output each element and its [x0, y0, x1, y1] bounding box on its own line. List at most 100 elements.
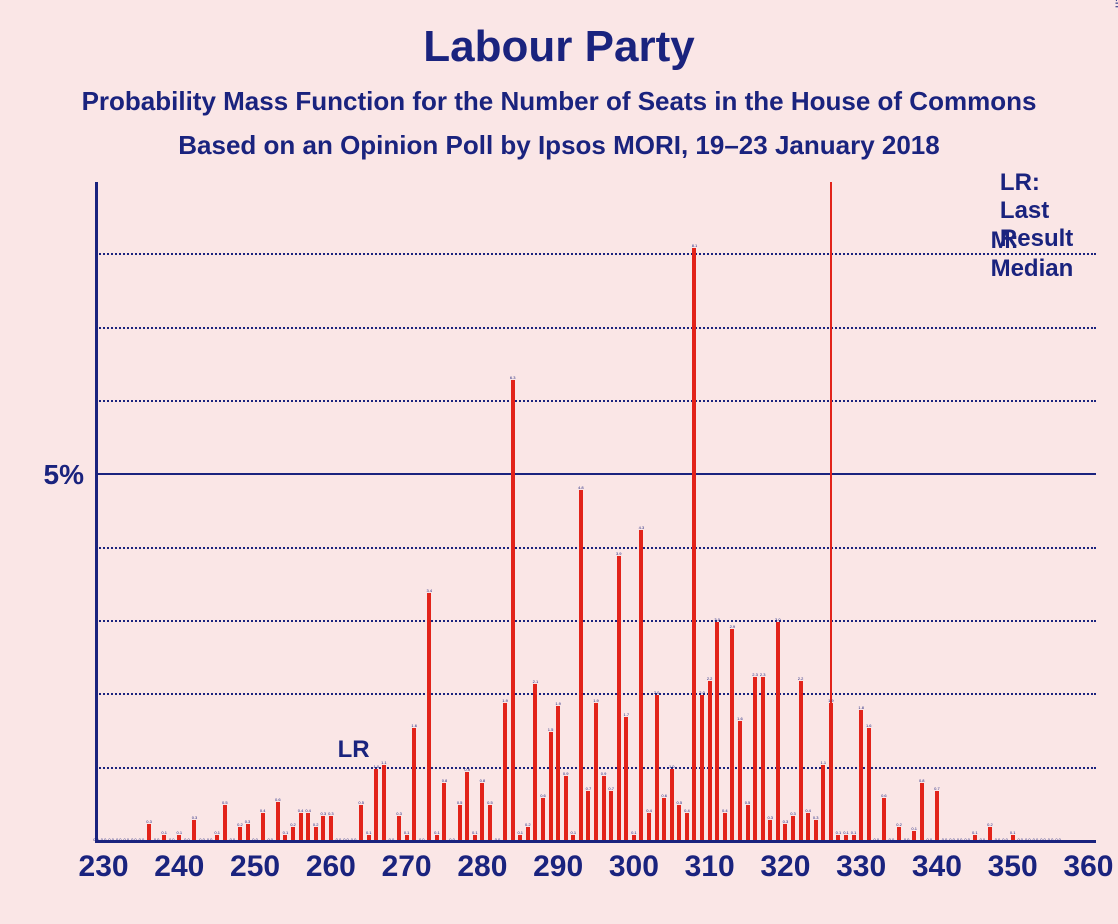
x-axis-label: 290 — [533, 850, 583, 884]
bar: 0.4 — [261, 813, 265, 842]
bar: 0.7 — [935, 791, 939, 842]
x-axis — [95, 840, 1096, 843]
bar-value: 1.9 — [828, 698, 834, 703]
bar: 1.9 — [594, 703, 598, 842]
bar-value: 2.3 — [752, 672, 758, 677]
bar-value: 1.0 — [669, 764, 675, 769]
bar-value: 3.0 — [775, 617, 781, 622]
bar: 0.9 — [564, 776, 568, 842]
bar-value: 3.0 — [714, 617, 720, 622]
bar-value: 0.8 — [480, 778, 486, 783]
bar-value: 0.4 — [298, 808, 304, 813]
bar-value: 2.2 — [707, 676, 713, 681]
bar-value: 0.2 — [313, 822, 319, 827]
x-axis-label: 330 — [836, 850, 886, 884]
bar-value: 0.4 — [305, 808, 311, 813]
bar-value: 0.5 — [358, 800, 364, 805]
bar-value: 0.3 — [813, 815, 819, 820]
bar-value: 1.9 — [502, 698, 508, 703]
bar: 2.2 — [799, 681, 803, 842]
bar: 2.2 — [708, 681, 712, 842]
bar: 0.6 — [662, 798, 666, 842]
y-axis — [95, 182, 98, 842]
x-axis-label: 340 — [912, 850, 962, 884]
bar-value: 0.3 — [192, 815, 198, 820]
bar: 0.4 — [685, 813, 689, 842]
x-axis-label: 350 — [988, 850, 1038, 884]
pmf-chart: 5%0.00.00.00.00.00.00.00.30.00.10.00.10.… — [96, 182, 1096, 842]
bar-value: 0.9 — [601, 771, 607, 776]
bar: 1.6 — [412, 728, 416, 842]
gridline — [96, 253, 1096, 255]
bar-value: 6.3 — [510, 375, 516, 380]
bar: 0.6 — [541, 798, 545, 842]
bar: 0.3 — [329, 816, 333, 842]
x-axis-label: 230 — [79, 850, 129, 884]
copyright: © 2018 Filip van Laenen — [1112, 0, 1118, 8]
bar: 4.8 — [579, 490, 583, 842]
bar-value: 0.1 — [366, 830, 372, 835]
bar-value: 0.1 — [851, 830, 857, 835]
bar: 1.6 — [867, 728, 871, 842]
bar-value: 0.1 — [972, 830, 978, 835]
bar: 0.3 — [768, 820, 772, 842]
bar-value: 0.8 — [919, 778, 925, 783]
bar: 0.3 — [397, 816, 401, 842]
bar-value: 0.3 — [767, 815, 773, 820]
bar-value: 0.3 — [245, 819, 251, 824]
bar-value: 1.1 — [820, 760, 826, 765]
bar-value: 0.6 — [275, 797, 281, 802]
bar-value: 0.4 — [805, 808, 811, 813]
bar-value: 0.1 — [472, 830, 478, 835]
bar: 1.7 — [624, 717, 628, 842]
bar: 0.5 — [746, 805, 750, 842]
chart-subtitle-1: Probability Mass Function for the Number… — [0, 86, 1118, 117]
bar-value: 2.9 — [730, 624, 736, 629]
bar: 0.7 — [609, 791, 613, 842]
bar-value: 0.1 — [161, 830, 167, 835]
bar-value: 0.5 — [457, 800, 463, 805]
bar: 0.8 — [480, 783, 484, 842]
bar-value: 0.3 — [396, 811, 402, 816]
bar: 2.3 — [753, 677, 757, 842]
bar-value: 0.4 — [684, 808, 690, 813]
bar-value: 0.6 — [881, 793, 887, 798]
bar-value: 0.8 — [442, 778, 448, 783]
bar: 3.4 — [427, 593, 431, 842]
chart-annotation: LR — [338, 736, 370, 764]
bar-value: 0.7 — [586, 786, 592, 791]
bar: 0.5 — [488, 805, 492, 842]
bar-value: 0.1 — [177, 830, 183, 835]
bar-value: 3.9 — [616, 551, 622, 556]
bar-value: 0.9 — [464, 767, 470, 772]
x-axis-label: 280 — [457, 850, 507, 884]
gridline — [96, 620, 1096, 622]
bar: 2.1 — [533, 684, 537, 842]
bar-value: 1.6 — [866, 723, 872, 728]
y-axis-label: 5% — [44, 459, 84, 491]
bar-value: 1.0 — [374, 764, 380, 769]
bar-value: 2.0 — [699, 690, 705, 695]
bar-value: 0.1 — [1010, 830, 1016, 835]
bar-value: 0.2 — [525, 822, 531, 827]
x-axis-label: 240 — [154, 850, 204, 884]
bar: 0.4 — [306, 813, 310, 842]
bar-value: 0.7 — [608, 786, 614, 791]
bar-value: 0.1 — [570, 830, 576, 835]
x-axis-label: 270 — [382, 850, 432, 884]
bar: 0.3 — [192, 820, 196, 842]
bar-value: 0.1 — [836, 830, 842, 835]
bar: 0.5 — [359, 805, 363, 842]
bar-value: 0.4 — [722, 808, 728, 813]
bar: 0.7 — [586, 791, 590, 842]
bar: 1.0 — [374, 769, 378, 842]
bar-value: 0.1 — [214, 830, 220, 835]
bar: 0.4 — [299, 813, 303, 842]
bar-value: 2.0 — [654, 690, 660, 695]
gridline — [96, 547, 1096, 549]
bar: 0.8 — [442, 783, 446, 842]
bar-value: 0.5 — [222, 800, 228, 805]
x-axis-label: 310 — [685, 850, 735, 884]
bar-value: 0.1 — [404, 830, 410, 835]
bar-value: 1.5 — [548, 727, 554, 732]
